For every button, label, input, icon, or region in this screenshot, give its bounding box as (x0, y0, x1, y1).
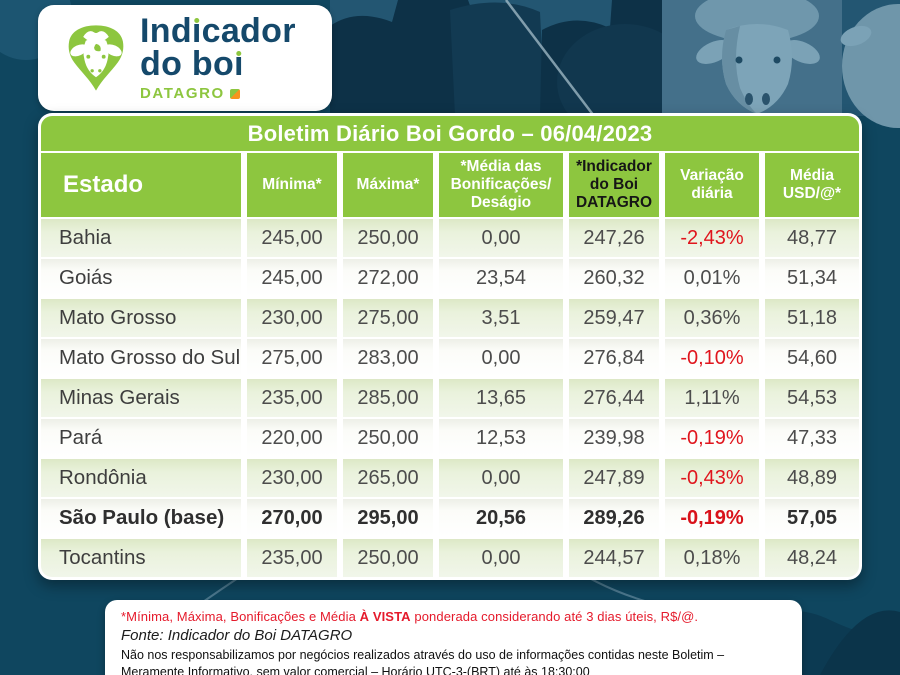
col-header-indicador: *Indicador do Boi DATAGRO (569, 153, 659, 217)
cell-indicador: 239,98 (569, 419, 659, 457)
cell-usd: 54,53 (765, 379, 859, 417)
cell-indicador: 247,89 (569, 459, 659, 497)
cell-usd: 54,60 (765, 339, 859, 377)
logo-title-line1: Indı cador (140, 11, 296, 50)
cell-maxima: 272,00 (343, 259, 433, 297)
logo-brand: DATAGRO (140, 86, 296, 101)
cell-variacao: 0,18% (665, 539, 759, 577)
table-row: Tocantins 235,00 250,00 0,00 244,57 0,18… (41, 539, 859, 577)
cell-variacao: -2,43% (665, 219, 759, 257)
cell-variacao: -0,43% (665, 459, 759, 497)
table-row: Rondônia 230,00 265,00 0,00 247,89 -0,43… (41, 459, 859, 497)
cell-usd: 47,33 (765, 419, 859, 457)
table-row: Bahia 245,00 250,00 0,00 247,26 -2,43% 4… (41, 219, 859, 257)
cell-estado: Goiás (41, 259, 241, 297)
cell-minima: 275,00 (247, 339, 337, 377)
cell-bonificacoes: 13,65 (439, 379, 563, 417)
cell-indicador: 259,47 (569, 299, 659, 337)
cell-variacao: 1,11% (665, 379, 759, 417)
cell-bonificacoes: 3,51 (439, 299, 563, 337)
table-row: Pará 220,00 250,00 12,53 239,98 -0,19% 4… (41, 419, 859, 457)
price-table: Boletim Diário Boi Gordo – 06/04/2023 Es… (41, 116, 859, 577)
logo-wordmark: Indı cador do boı DATAGRO (140, 11, 296, 102)
col-header-media-usd: Média USD/@* (765, 153, 859, 217)
cell-bonificacoes: 23,54 (439, 259, 563, 297)
col-header-variacao: Variação diária (665, 153, 759, 217)
cell-minima: 230,00 (247, 459, 337, 497)
cell-indicador: 260,32 (569, 259, 659, 297)
footnote-disclaimer: Não nos responsabilizamos por negócios r… (121, 648, 725, 675)
cell-usd: 51,18 (765, 299, 859, 337)
green-i-dot (194, 17, 200, 24)
cell-estado: Bahia (41, 219, 241, 257)
bull-head-icon (68, 25, 124, 91)
cell-variacao: 0,01% (665, 259, 759, 297)
cell-minima: 270,00 (247, 499, 337, 537)
cell-bonificacoes: 0,00 (439, 539, 563, 577)
table-row: Mato Grosso 230,00 275,00 3,51 259,47 0,… (41, 299, 859, 337)
cell-usd: 51,34 (765, 259, 859, 297)
datagro-cube-icon (229, 88, 240, 99)
cell-minima: 245,00 (247, 259, 337, 297)
cell-maxima: 295,00 (343, 499, 433, 537)
table-row: Minas Gerais 235,00 285,00 13,65 276,44 … (41, 379, 859, 417)
cell-bonificacoes: 0,00 (439, 459, 563, 497)
logo: Indı cador do boı DATAGRO (38, 5, 332, 111)
cell-maxima: 283,00 (343, 339, 433, 377)
cell-estado: São Paulo (base) (41, 499, 241, 537)
cell-minima: 230,00 (247, 299, 337, 337)
col-header-minima: Mínima* (247, 153, 337, 217)
cell-minima: 235,00 (247, 379, 337, 417)
cell-estado: Mato Grosso (41, 299, 241, 337)
cell-estado: Tocantins (41, 539, 241, 577)
cell-variacao: -0,19% (665, 419, 759, 457)
cell-estado: Minas Gerais (41, 379, 241, 417)
col-header-estado: Estado (41, 153, 241, 217)
cell-maxima: 285,00 (343, 379, 433, 417)
cell-variacao: 0,36% (665, 299, 759, 337)
table-row: São Paulo (base) 270,00 295,00 20,56 289… (41, 499, 859, 537)
col-header-bonificacoes: *Média das Bonificações/ Deságio (439, 153, 563, 217)
footnote-source: Fonte: Indicador do Boi DATAGRO (121, 627, 353, 644)
cell-maxima: 250,00 (343, 419, 433, 457)
table-row: Goiás 245,00 272,00 23,54 260,32 0,01% 5… (41, 259, 859, 297)
cell-bonificacoes: 0,00 (439, 339, 563, 377)
cell-minima: 245,00 (247, 219, 337, 257)
cell-indicador: 276,84 (569, 339, 659, 377)
logo-title-line2: do boı (140, 44, 244, 83)
cell-indicador: 244,57 (569, 539, 659, 577)
cell-usd: 48,77 (765, 219, 859, 257)
cell-minima: 220,00 (247, 419, 337, 457)
cell-usd: 48,89 (765, 459, 859, 497)
cell-maxima: 250,00 (343, 539, 433, 577)
cell-maxima: 275,00 (343, 299, 433, 337)
table-row: Mato Grosso do Sul 275,00 283,00 0,00 27… (41, 339, 859, 377)
cell-maxima: 265,00 (343, 459, 433, 497)
footnote-methodology: *Mínima, Máxima, Bonificações e Média À … (121, 609, 699, 624)
cell-bonificacoes: 12,53 (439, 419, 563, 457)
cell-estado: Mato Grosso do Sul (41, 339, 241, 377)
cell-usd: 57,05 (765, 499, 859, 537)
cell-usd: 48,24 (765, 539, 859, 577)
cell-indicador: 276,44 (569, 379, 659, 417)
price-table-card: Boletim Diário Boi Gordo – 06/04/2023 Es… (38, 113, 862, 580)
cell-minima: 235,00 (247, 539, 337, 577)
green-i-dot (236, 50, 242, 57)
cell-bonificacoes: 20,56 (439, 499, 563, 537)
cell-maxima: 250,00 (343, 219, 433, 257)
table-header-row: Estado Mínima* Máxima* *Média das Bonifi… (41, 153, 859, 217)
cell-indicador: 247,26 (569, 219, 659, 257)
bulletin-title: Boletim Diário Boi Gordo – 06/04/2023 (41, 116, 859, 151)
table-body: Bahia 245,00 250,00 0,00 247,26 -2,43% 4… (41, 219, 859, 577)
cell-indicador: 289,26 (569, 499, 659, 537)
cell-estado: Rondônia (41, 459, 241, 497)
cell-variacao: -0,10% (665, 339, 759, 377)
footnote-card: *Mínima, Máxima, Bonificações e Média À … (105, 600, 802, 675)
cell-estado: Pará (41, 419, 241, 457)
cell-bonificacoes: 0,00 (439, 219, 563, 257)
cell-variacao: -0,19% (665, 499, 759, 537)
col-header-maxima: Máxima* (343, 153, 433, 217)
